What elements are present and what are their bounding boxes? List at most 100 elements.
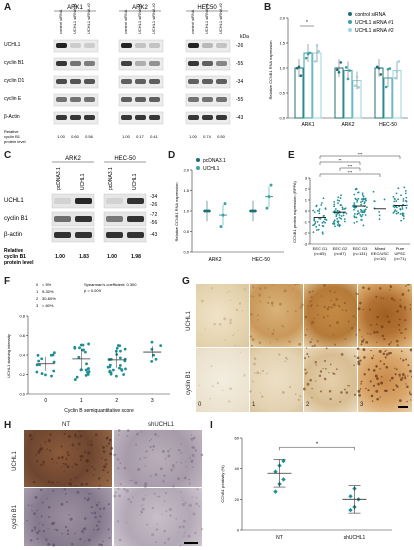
e-point bbox=[337, 196, 340, 199]
e-point bbox=[353, 208, 355, 211]
a-ratio-value: 1.00 bbox=[57, 134, 66, 139]
b-ytick: 1.0 bbox=[279, 66, 285, 71]
e-point bbox=[316, 229, 318, 231]
e-point bbox=[336, 199, 339, 201]
e-point bbox=[394, 209, 397, 212]
a-band bbox=[149, 79, 160, 84]
a-lane-label: control siRNA bbox=[58, 9, 63, 34]
h-nt-uchl1-image bbox=[24, 430, 112, 487]
i-point bbox=[281, 477, 286, 482]
panel-c-western-blot: ARK2 HEC-50 pcDNA3.1 UCHL1 pcDNA3.1 UCHL1 U… bbox=[4, 156, 157, 266]
panel-h-ihc-grid: NT shUCHL1 UCHL1 cyclin B1 bbox=[12, 422, 206, 548]
f-ytick: 0.8 bbox=[19, 314, 25, 319]
e-point bbox=[364, 214, 367, 216]
a-band bbox=[202, 43, 213, 48]
f-point bbox=[40, 372, 44, 375]
e-point bbox=[392, 195, 395, 198]
h-sh-cyclinb1-image bbox=[114, 488, 202, 546]
d-legend-label: UCHL1 bbox=[203, 166, 220, 172]
e-point bbox=[318, 210, 321, 212]
e-point bbox=[361, 219, 363, 221]
c-lane-label: pcDNA3.1 bbox=[56, 167, 62, 190]
e-point bbox=[372, 190, 375, 193]
f-ylabel: UCHL1 staining intensity bbox=[6, 334, 11, 378]
a-band bbox=[84, 79, 95, 84]
i-significance: * bbox=[316, 442, 319, 448]
a-band bbox=[149, 43, 160, 48]
e-point bbox=[339, 204, 342, 206]
e-point bbox=[339, 224, 341, 227]
d-ytick: 0.0 bbox=[183, 250, 189, 255]
e-xtick: (n=131) bbox=[353, 251, 368, 256]
b-legend-marker bbox=[348, 28, 352, 32]
g-score-0: 0 bbox=[198, 402, 202, 408]
e-point bbox=[355, 216, 358, 219]
d-point bbox=[221, 213, 225, 217]
a-ratio-value: 0.50 bbox=[217, 134, 226, 139]
f-point bbox=[108, 370, 112, 374]
e-point bbox=[360, 215, 363, 217]
e-point bbox=[353, 202, 356, 205]
a-band bbox=[70, 61, 81, 66]
a-ratio-label-2: cyclin B1 bbox=[4, 134, 21, 139]
e-point bbox=[353, 193, 356, 196]
e-point bbox=[336, 224, 339, 227]
a-band bbox=[84, 61, 95, 66]
e-point bbox=[332, 220, 335, 223]
i-point bbox=[348, 494, 353, 499]
e-point bbox=[333, 201, 336, 203]
f-point bbox=[150, 359, 154, 363]
g-ihc-texture bbox=[198, 284, 412, 403]
a-band bbox=[149, 61, 160, 66]
g-cyclinb1-score0-image bbox=[196, 348, 249, 412]
f-point bbox=[152, 353, 156, 357]
e-point bbox=[401, 208, 404, 210]
f-point bbox=[44, 373, 47, 377]
e-point bbox=[404, 192, 407, 195]
h-ihc-texture bbox=[26, 429, 204, 547]
g-scale-bar bbox=[398, 406, 408, 408]
b-legend-label: UCHL1 siRNA #2 bbox=[355, 28, 394, 34]
c-ratio-label-1: Relative bbox=[4, 248, 23, 254]
e-point bbox=[343, 218, 346, 221]
e-point bbox=[354, 188, 357, 191]
f-point bbox=[120, 368, 124, 372]
b-point bbox=[395, 70, 399, 73]
f-point bbox=[122, 373, 126, 376]
c-band bbox=[75, 216, 92, 222]
d-point bbox=[253, 209, 257, 213]
e-point bbox=[400, 194, 402, 197]
a-ratio-value: 0.56 bbox=[85, 134, 94, 139]
b-legend-marker bbox=[348, 20, 352, 24]
a-band bbox=[202, 61, 213, 66]
c-band bbox=[75, 198, 92, 204]
c-band bbox=[127, 198, 144, 204]
f-xtick: 0 bbox=[44, 398, 47, 404]
e-point bbox=[333, 219, 336, 222]
b-point bbox=[304, 56, 308, 60]
e-point bbox=[325, 219, 328, 221]
a-cellline-hec50: HEC50 bbox=[197, 5, 217, 11]
a-band bbox=[135, 61, 146, 66]
b-point bbox=[313, 60, 317, 63]
a-kda-marker: -55 bbox=[236, 61, 243, 67]
b-ytick: 1.5 bbox=[279, 41, 285, 46]
a-band bbox=[135, 115, 146, 120]
a-band bbox=[121, 61, 132, 66]
panel-label-f: F bbox=[4, 276, 11, 287]
e-point bbox=[395, 212, 398, 215]
f-legend-symbol: 3 bbox=[36, 303, 39, 308]
a-band bbox=[188, 115, 199, 120]
b-point bbox=[315, 44, 319, 47]
a-kda-marker: -26 bbox=[236, 43, 243, 49]
h-sh-uchl1-image bbox=[114, 430, 202, 487]
b-ytick: 2.0 bbox=[279, 16, 285, 21]
c-cellline-ark2: ARK2 bbox=[65, 156, 81, 162]
panel-label-i: I bbox=[210, 420, 213, 431]
e-point bbox=[353, 216, 356, 219]
b-point bbox=[393, 76, 397, 80]
e-point bbox=[395, 200, 398, 202]
d-ylabel: Relative CCNB1 RNA expression bbox=[174, 183, 179, 242]
b-point bbox=[397, 60, 401, 63]
e-point bbox=[361, 200, 364, 203]
